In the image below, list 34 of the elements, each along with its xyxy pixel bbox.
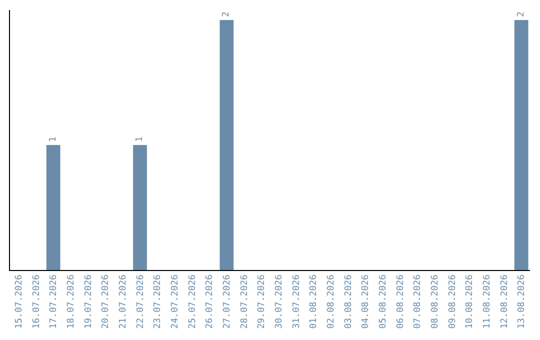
- x-tick-label: 22.07.2026: [136, 274, 146, 329]
- x-tick-label: 13.08.2026: [517, 274, 528, 329]
- x-tick-label: 29.07.2026: [257, 274, 268, 329]
- x-tick-label: 16.07.2026: [32, 274, 42, 329]
- x-tick-label: 31.07.2026: [292, 274, 302, 329]
- data-label: 2: [516, 12, 526, 17]
- x-tick-label: 03.08.2026: [344, 274, 354, 329]
- x-tick-label: 17.07.2026: [49, 274, 60, 329]
- x-tick-label: 21.07.2026: [118, 274, 129, 329]
- x-tick-label: 11.08.2026: [482, 274, 493, 329]
- x-tick-label: 05.08.2026: [378, 274, 389, 329]
- x-tick-label: 23.07.2026: [153, 274, 164, 329]
- x-tick-label: 09.08.2026: [448, 274, 458, 329]
- x-tick-label: 26.07.2026: [205, 274, 216, 329]
- x-tick-label: 15.07.2026: [14, 274, 25, 329]
- x-tick-label: 20.07.2026: [101, 274, 112, 329]
- x-tick-label: 10.08.2026: [465, 274, 476, 329]
- x-tick-label: 30.07.2026: [274, 274, 285, 329]
- x-tick-label: 12.08.2026: [500, 274, 510, 329]
- x-tick-label: 25.07.2026: [188, 274, 198, 329]
- data-label: 2: [222, 12, 232, 17]
- x-tick-label: 19.07.2026: [84, 274, 94, 329]
- x-tick-label: 08.08.2026: [430, 274, 441, 329]
- x-tick-label: 27.07.2026: [222, 274, 233, 329]
- data-label: 1: [135, 136, 145, 142]
- x-tick-label: 07.08.2026: [413, 274, 424, 329]
- x-tick-label: 01.08.2026: [309, 274, 320, 329]
- x-tick-label: 24.07.2026: [170, 274, 181, 329]
- data-label: 1: [48, 136, 58, 142]
- x-tick-label: 04.08.2026: [361, 274, 372, 329]
- x-tick-label: 06.08.2026: [396, 274, 406, 329]
- x-tick-label: 02.08.2026: [326, 274, 337, 329]
- x-tick-label: 18.07.2026: [66, 274, 77, 329]
- x-tick-label: 28.07.2026: [240, 274, 250, 329]
